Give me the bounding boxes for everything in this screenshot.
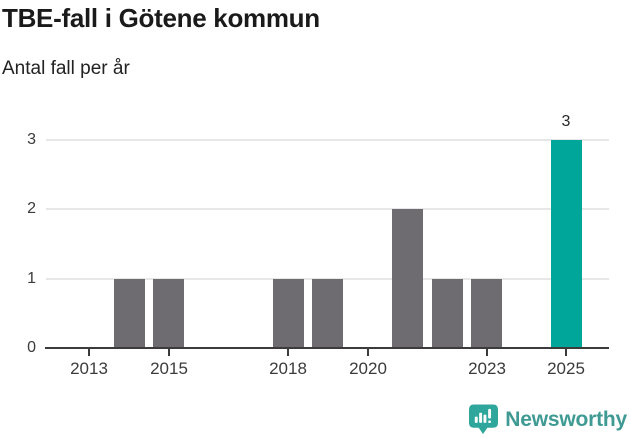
x-axis-label-2020: 2020 — [349, 359, 387, 378]
x-axis-label-2025: 2025 — [547, 359, 585, 378]
x-axis-label-2023: 2023 — [468, 359, 506, 378]
bar-2021 — [392, 209, 423, 348]
y-axis-label-0: 0 — [27, 339, 36, 356]
y-axis-label-1: 1 — [27, 270, 36, 287]
x-tick-2015 — [168, 349, 170, 356]
y-axis-label-3: 3 — [27, 131, 36, 148]
bar-2025 — [551, 140, 582, 348]
y-axis-label-2: 2 — [27, 200, 36, 217]
bar-2023 — [471, 279, 502, 348]
gridline-3 — [46, 139, 609, 141]
brand-name: Newsworthy — [505, 407, 627, 431]
x-axis-label-2018: 2018 — [269, 359, 307, 378]
plot-area — [46, 139, 609, 348]
x-axis-label-2013: 2013 — [70, 359, 108, 378]
data-label-2025: 3 — [561, 113, 571, 130]
x-axis-line — [45, 347, 609, 349]
x-tick-2023 — [486, 349, 488, 356]
bar-2022 — [432, 279, 463, 348]
page-title: TBE-fall i Götene kommun — [2, 3, 320, 33]
x-tick-2025 — [565, 349, 567, 356]
bar-2018 — [273, 279, 304, 348]
x-tick-2018 — [287, 349, 289, 356]
x-tick-2013 — [88, 349, 90, 356]
bar-2019 — [312, 279, 343, 348]
bar-chart-speech-bubble-icon — [469, 404, 499, 434]
chart-subtitle: Antal fall per år — [2, 58, 130, 79]
x-axis-label-2015: 2015 — [150, 359, 188, 378]
gridline-2 — [46, 208, 609, 210]
x-tick-2020 — [367, 349, 369, 356]
bar-2014 — [114, 279, 145, 348]
newsworthy-logo: Newsworthy — [469, 404, 627, 435]
bar-2015 — [153, 279, 184, 348]
